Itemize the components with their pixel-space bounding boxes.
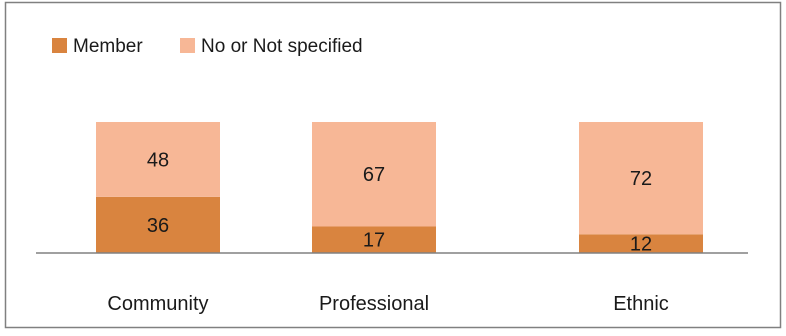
category-label-community: Community (107, 293, 208, 315)
data-label-community-member: 36 (147, 215, 169, 237)
bar-community-member (96, 196, 220, 253)
legend-swatch-no-or-not-specified (180, 38, 195, 53)
legend: Member No or Not specified (52, 36, 363, 57)
data-label-ethnic-no-or-not-specified: 72 (630, 168, 652, 190)
legend-label-member: Member (73, 36, 143, 57)
bars (96, 122, 703, 253)
legend-swatch-member (52, 38, 67, 53)
category-labels: Community Professional Ethnic (107, 293, 668, 315)
bar-professional-member (312, 226, 436, 253)
bar-community-no-or-not-specified (96, 122, 220, 197)
legend-label-no-or-not-specified: No or Not specified (201, 36, 363, 57)
bar-ethnic-no-or-not-specified (579, 122, 703, 235)
bar-ethnic-member (579, 234, 703, 253)
value-labels: 36 48 17 67 12 72 (147, 149, 652, 255)
category-label-ethnic: Ethnic (613, 293, 669, 315)
category-label-professional: Professional (319, 293, 429, 315)
bar-professional-no-or-not-specified (312, 122, 436, 227)
data-label-community-no-or-not-specified: 48 (147, 149, 169, 171)
data-label-professional-member: 17 (363, 230, 385, 252)
data-label-ethnic-member: 12 (630, 234, 652, 256)
data-label-professional-no-or-not-specified: 67 (363, 164, 385, 186)
